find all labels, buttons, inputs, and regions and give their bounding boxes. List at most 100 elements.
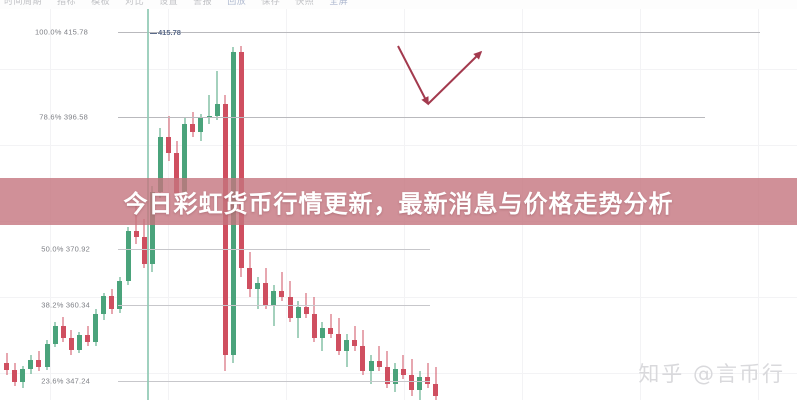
toolbar-item-3[interactable]: 对比	[125, 0, 145, 6]
toolbar-item-0[interactable]: 时间周期	[4, 0, 43, 6]
candle-body	[52, 325, 58, 345]
candle	[384, 9, 390, 400]
candle	[182, 9, 188, 400]
candle-body	[20, 368, 26, 382]
candle-body	[319, 327, 325, 339]
candle-body	[190, 124, 196, 132]
toolbar-item-9[interactable]: 全屏	[329, 0, 349, 6]
toolbar-item-5[interactable]: 警报	[193, 0, 213, 6]
candle-wick	[435, 367, 437, 400]
candle	[141, 9, 147, 400]
candle-body	[360, 346, 366, 372]
current-price-tag: 415.78	[150, 28, 181, 37]
candle-body	[101, 296, 107, 314]
fib-level-line[interactable]	[118, 32, 760, 33]
fib-level-line[interactable]	[118, 381, 430, 382]
candle-body	[12, 370, 18, 382]
grid-line-horizontal	[0, 373, 797, 374]
candle-body	[311, 313, 317, 339]
toolbar-item-1[interactable]: 指标	[57, 0, 77, 6]
candle-body	[125, 231, 131, 281]
candle	[44, 9, 50, 400]
candle-body	[336, 334, 342, 351]
candle	[101, 9, 107, 400]
candle	[328, 9, 333, 400]
candle	[149, 9, 155, 400]
candle	[85, 9, 90, 400]
candle	[28, 9, 34, 400]
candle	[125, 9, 131, 400]
candle-wick	[346, 334, 348, 368]
candle	[319, 9, 325, 400]
candle	[295, 9, 301, 400]
toolbar-items[interactable]: 时间周期 指标 模板 对比 设置 警报 回放 保存 快照 全屏	[4, 0, 360, 7]
candle	[425, 9, 431, 400]
candle-body	[222, 103, 228, 355]
toolbar-item-2[interactable]: 模板	[91, 0, 111, 6]
candle-body	[368, 360, 374, 372]
candle	[166, 9, 171, 400]
candle	[20, 9, 26, 400]
candle-body	[384, 367, 390, 384]
fib-level-label: 50.0% 370.92	[41, 244, 90, 254]
candle	[68, 9, 74, 400]
candle-wick	[330, 313, 331, 339]
candle	[311, 9, 317, 400]
grid-line-horizontal	[0, 145, 797, 146]
candle-wick	[297, 301, 299, 339]
candle	[198, 9, 204, 400]
title-banner: 今日彩虹货币行情更新，最新消息与价格走势分析	[0, 178, 797, 225]
candle-body	[141, 237, 147, 265]
candle	[336, 9, 342, 400]
chart-toolbar[interactable]: 时间周期 指标 模板 对比 设置 警报 回放 保存 快照 全屏	[0, 0, 797, 9]
candle-body	[157, 136, 163, 193]
fib-level-line[interactable]	[118, 305, 430, 306]
page-title: 今日彩虹货币行情更新，最新消息与价格走势分析	[123, 190, 674, 218]
candle	[287, 9, 293, 400]
candle-body	[68, 338, 74, 350]
candle-wick	[281, 272, 283, 302]
candle-body	[392, 369, 398, 384]
candle-body	[149, 192, 155, 265]
candle-body	[352, 340, 358, 347]
candle-body	[425, 377, 431, 384]
fib-level-label: 78.6% 396.58	[39, 112, 88, 122]
candle-body	[198, 117, 204, 132]
toolbar-item-8[interactable]: 快照	[295, 0, 315, 6]
candle	[263, 9, 269, 400]
candle	[206, 9, 212, 400]
candle	[376, 9, 382, 400]
candle-body	[344, 340, 350, 351]
grid-line-horizontal	[0, 297, 797, 298]
candle-body	[263, 282, 269, 306]
watermark: 知乎 @言币行	[638, 362, 785, 386]
candle	[190, 9, 196, 400]
candle	[109, 9, 115, 400]
candle-body	[109, 296, 115, 310]
candle-body	[174, 153, 180, 195]
candle-body	[295, 307, 301, 318]
candle-wick	[354, 325, 356, 351]
fib-level-line[interactable]	[118, 249, 430, 250]
candle-body	[44, 344, 50, 368]
candle	[279, 9, 285, 400]
candle-body	[400, 369, 406, 376]
fib-level-line[interactable]	[118, 117, 705, 118]
candle-body	[303, 307, 309, 314]
candle	[360, 9, 366, 400]
candle-wick	[257, 276, 259, 310]
candle	[4, 9, 9, 400]
candle-body	[4, 362, 9, 371]
toolbar-item-7[interactable]: 保存	[261, 0, 281, 6]
candle-body	[214, 103, 220, 116]
candle	[400, 9, 406, 400]
candle	[247, 9, 252, 400]
candle-body	[182, 124, 188, 195]
candle	[409, 9, 414, 400]
candle-body	[76, 334, 82, 350]
toolbar-item-4[interactable]: 设置	[159, 0, 179, 6]
candle-body	[93, 313, 99, 343]
candle-body	[417, 377, 423, 390]
toolbar-item-6[interactable]: 回放	[227, 0, 247, 6]
